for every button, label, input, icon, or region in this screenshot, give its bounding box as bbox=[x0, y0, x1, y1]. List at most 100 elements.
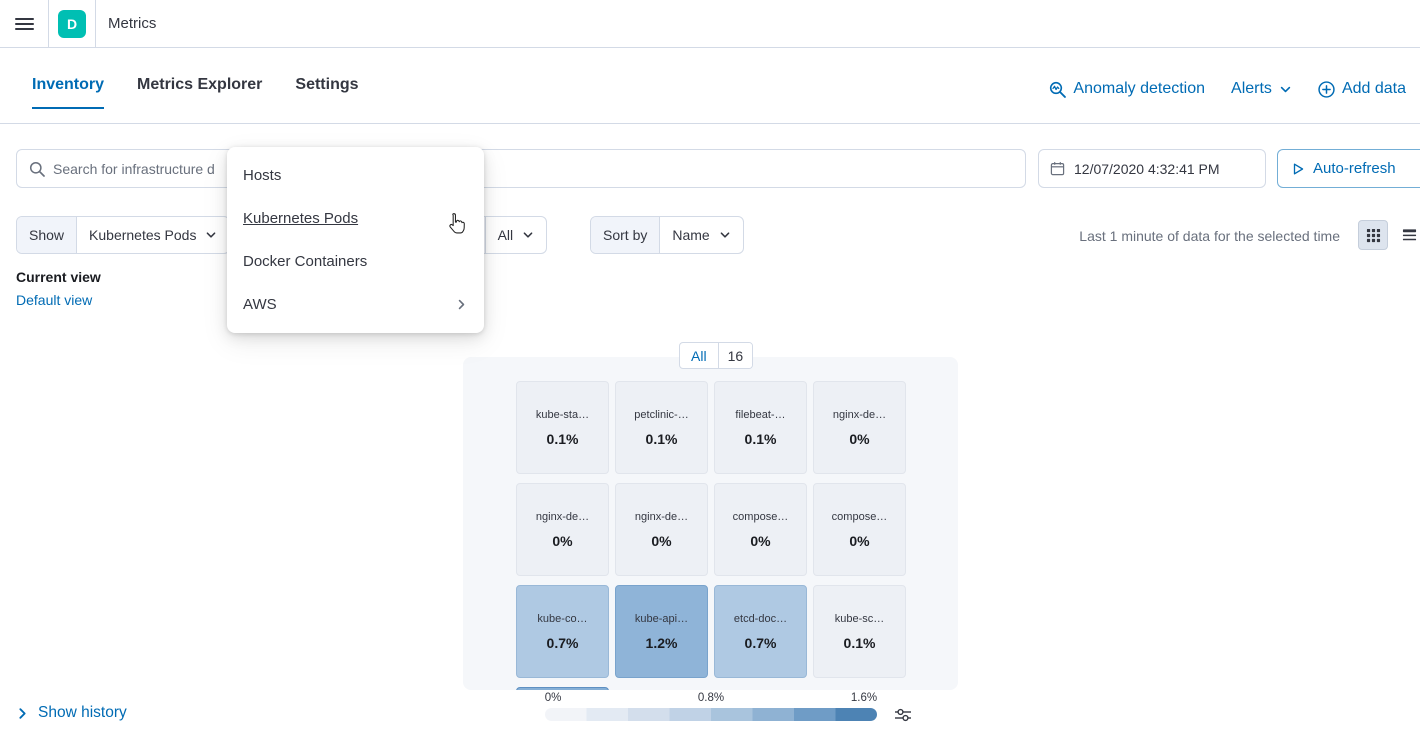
waffle-tile[interactable]: kube-sta… 0.1% bbox=[516, 381, 609, 474]
waffle-tile[interactable]: filebeat-… 0.1% bbox=[714, 381, 807, 474]
show-selector[interactable]: Show Kubernetes Pods bbox=[16, 216, 231, 254]
chevron-right-icon bbox=[455, 298, 468, 311]
group-by-selector-value: All bbox=[497, 227, 514, 243]
show-history-button[interactable]: Show history bbox=[16, 704, 127, 722]
grid-view-icon bbox=[1366, 228, 1381, 243]
table-view-button[interactable] bbox=[1394, 220, 1420, 250]
waffle-tile[interactable]: nginx-de… 0% bbox=[516, 483, 609, 576]
tile-value: 0% bbox=[750, 532, 771, 549]
menu-item-aws[interactable]: AWS bbox=[227, 283, 484, 326]
map-view-button[interactable] bbox=[1358, 220, 1388, 250]
waffle-group-badge: All 16 bbox=[679, 342, 754, 369]
sort-by-selector-value: Name bbox=[672, 227, 710, 243]
data-window-status: Last 1 minute of data for the selected t… bbox=[1079, 228, 1340, 244]
tile-name: compose… bbox=[732, 510, 789, 523]
legend-gradient-bar[interactable] bbox=[545, 708, 877, 721]
menu-item-docker-containers[interactable]: Docker Containers bbox=[227, 240, 484, 283]
menu-item-label: AWS bbox=[243, 296, 277, 313]
tile-name: nginx-de… bbox=[535, 510, 590, 523]
search-icon bbox=[29, 161, 45, 177]
waffle-tile[interactable]: petclinic-… 0.1% bbox=[615, 381, 708, 474]
legend-tick: 0% bbox=[544, 692, 562, 704]
tile-name: kube-api… bbox=[634, 612, 689, 625]
menu-item-hosts[interactable]: Hosts bbox=[227, 154, 484, 197]
view-mode-toggle bbox=[1358, 220, 1420, 250]
current-view-heading: Current view bbox=[16, 269, 101, 285]
tile-name: filebeat-… bbox=[735, 408, 786, 421]
date-time-value: 12/07/2020 4:32:41 PM bbox=[1074, 160, 1220, 177]
tile-name: etcd-doc… bbox=[733, 612, 788, 625]
add-data-label: Add data bbox=[1341, 80, 1406, 97]
auto-refresh-label: Auto-refresh bbox=[1313, 160, 1396, 177]
waffle-tile[interactable]: compose… 0% bbox=[714, 483, 807, 576]
header-divider bbox=[95, 0, 96, 47]
add-data-button[interactable]: Add data bbox=[1318, 80, 1406, 98]
chevron-down-icon bbox=[205, 229, 217, 241]
tile-value: 0% bbox=[552, 532, 573, 549]
tab-inventory[interactable]: Inventory bbox=[32, 76, 105, 109]
legend-tick: 0.8% bbox=[697, 692, 725, 704]
tile-name: kube-sta… bbox=[535, 408, 590, 421]
tile-name: petclinic-… bbox=[634, 408, 689, 421]
waffle-tile[interactable]: kube-api… 1.2% bbox=[615, 585, 708, 678]
chevron-down-icon bbox=[1279, 83, 1292, 96]
tab-settings[interactable]: Settings bbox=[295, 76, 359, 93]
tile-value: 0.7% bbox=[546, 634, 579, 651]
tile-value: 0.7% bbox=[744, 634, 777, 651]
tile-value: 0% bbox=[651, 532, 672, 549]
waffle-map-panel: kube-sta… 0.1% petclinic-… 0.1% filebeat-…… bbox=[463, 357, 958, 690]
section-divider bbox=[0, 123, 1420, 124]
tile-value: 0.1% bbox=[843, 634, 876, 651]
app-logo[interactable]: D bbox=[58, 9, 86, 38]
tile-value: 0.1% bbox=[546, 430, 579, 447]
plus-circle-icon bbox=[1318, 80, 1335, 98]
menu-item-label: Hosts bbox=[243, 167, 282, 184]
show-history-label: Show history bbox=[38, 704, 127, 721]
waffle-tile[interactable] bbox=[516, 687, 609, 690]
tile-name: kube-co… bbox=[537, 612, 588, 625]
header-actions: Anomaly detection Alerts Add data bbox=[1049, 80, 1406, 98]
legend-tick: 1.6% bbox=[850, 692, 878, 704]
play-icon bbox=[1291, 162, 1305, 176]
tab-bar: Inventory Metrics Explorer Settings bbox=[32, 76, 359, 109]
chevron-down-icon bbox=[719, 229, 731, 241]
tile-name: compose… bbox=[831, 510, 888, 523]
hamburger-icon bbox=[14, 15, 34, 33]
tab-metrics-explorer[interactable]: Metrics Explorer bbox=[137, 76, 263, 93]
waffle-tile[interactable]: kube-co… 0.7% bbox=[516, 585, 609, 678]
waffle-group-count: 16 bbox=[717, 343, 753, 368]
tile-value: 0% bbox=[849, 430, 870, 447]
table-view-icon bbox=[1402, 228, 1417, 243]
default-view-link[interactable]: Default view bbox=[16, 292, 93, 308]
chevron-down-icon bbox=[522, 229, 534, 241]
menu-item-label: Kubernetes Pods bbox=[243, 210, 359, 227]
alerts-menu-button[interactable]: Alerts bbox=[1231, 80, 1292, 98]
tile-value: 0% bbox=[849, 532, 870, 549]
waffle-tile[interactable]: etcd-doc… 0.7% bbox=[714, 585, 807, 678]
waffle-group-name[interactable]: All bbox=[691, 347, 707, 364]
anomaly-detection-button[interactable]: Anomaly detection bbox=[1049, 80, 1205, 98]
header-divider bbox=[48, 0, 49, 47]
show-selector-value: Kubernetes Pods bbox=[89, 227, 197, 243]
tile-name: nginx-de… bbox=[832, 408, 887, 421]
menu-item-kubernetes-pods[interactable]: Kubernetes Pods bbox=[227, 197, 484, 240]
app-header: D Metrics bbox=[0, 0, 1420, 48]
waffle-tile[interactable]: nginx-de… 0% bbox=[813, 381, 906, 474]
anomaly-detection-icon bbox=[1049, 81, 1067, 98]
waffle-tile[interactable]: kube-sc… 0.1% bbox=[813, 585, 906, 678]
tile-name: nginx-de… bbox=[634, 510, 689, 523]
waffle-tile[interactable]: nginx-de… 0% bbox=[615, 483, 708, 576]
menu-toggle-button[interactable] bbox=[0, 0, 48, 47]
sort-by-selector-label: Sort by bbox=[591, 217, 661, 253]
saved-view-section: Current view Default view bbox=[16, 269, 101, 308]
tile-value: 1.2% bbox=[645, 634, 678, 651]
search-input[interactable] bbox=[53, 160, 1013, 177]
legend-settings-icon[interactable] bbox=[894, 706, 912, 729]
sort-by-selector[interactable]: Sort by Name bbox=[590, 216, 744, 254]
date-time-picker[interactable]: 12/07/2020 4:32:41 PM bbox=[1038, 149, 1266, 188]
waffle-tile[interactable]: compose… 0% bbox=[813, 483, 906, 576]
search-bar bbox=[16, 149, 1026, 188]
auto-refresh-button[interactable]: Auto-refresh bbox=[1277, 149, 1420, 188]
chevron-right-icon bbox=[16, 707, 29, 720]
